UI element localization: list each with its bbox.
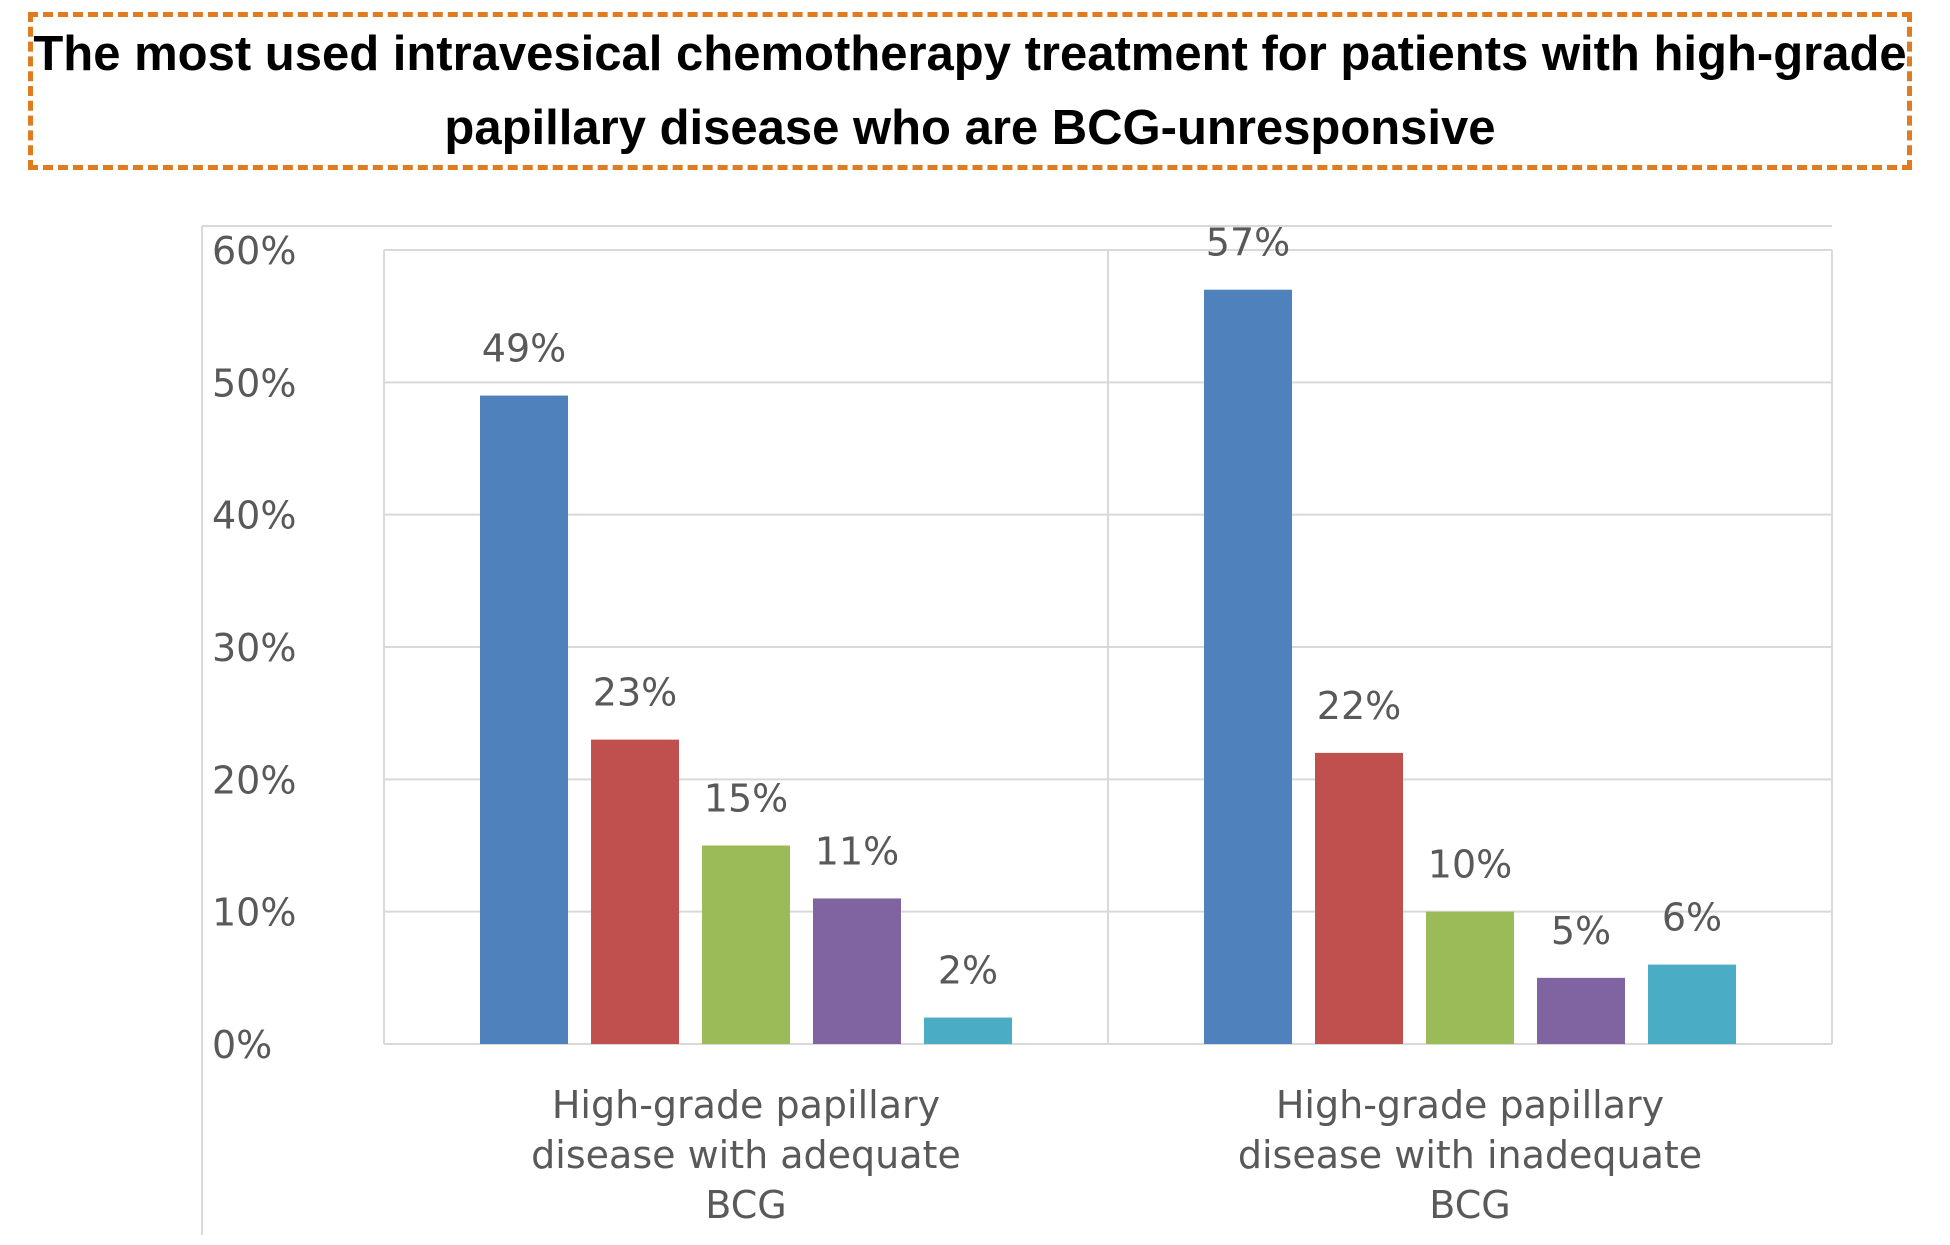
data-label: 15%: [704, 777, 788, 821]
y-tick-label: 10%: [212, 891, 296, 935]
y-tick-label: 0%: [212, 1023, 272, 1067]
bar: [1204, 289, 1292, 1044]
bar: [1315, 752, 1403, 1044]
bar: [813, 898, 901, 1044]
data-label: 57%: [1206, 221, 1290, 265]
x-tick-label: BCG: [705, 1183, 786, 1227]
x-tick-label: High-grade papillary: [552, 1083, 940, 1127]
x-tick-label: High-grade papillary: [1276, 1083, 1664, 1127]
bar: [591, 739, 679, 1044]
bar: [1537, 977, 1625, 1044]
x-tick-label: disease with inadequate: [1238, 1133, 1702, 1177]
bar: [480, 395, 568, 1045]
data-label: 10%: [1428, 843, 1512, 887]
data-label: 5%: [1551, 909, 1611, 953]
data-label: 22%: [1317, 684, 1401, 728]
x-tick-label: disease with adequate: [531, 1133, 961, 1177]
y-tick-label: 20%: [212, 758, 296, 802]
title-box: The most used intravesical chemotherapy …: [28, 12, 1912, 170]
x-tick-label: BCG: [1429, 1183, 1510, 1227]
bar: [1648, 964, 1736, 1044]
bar: [924, 1017, 1012, 1044]
bar: [1426, 911, 1514, 1044]
data-label: 2%: [938, 949, 998, 993]
data-label: 11%: [815, 829, 899, 873]
y-tick-label: 40%: [212, 494, 296, 538]
chart-title: The most used intravesical chemotherapy …: [33, 27, 1907, 155]
data-label: 6%: [1662, 896, 1722, 940]
y-tick-label: 60%: [212, 229, 296, 273]
bar: [702, 845, 790, 1044]
y-tick-label: 30%: [212, 626, 296, 670]
y-tick-label: 50%: [212, 361, 296, 405]
data-label: 49%: [482, 327, 566, 371]
data-label: 23%: [593, 671, 677, 715]
